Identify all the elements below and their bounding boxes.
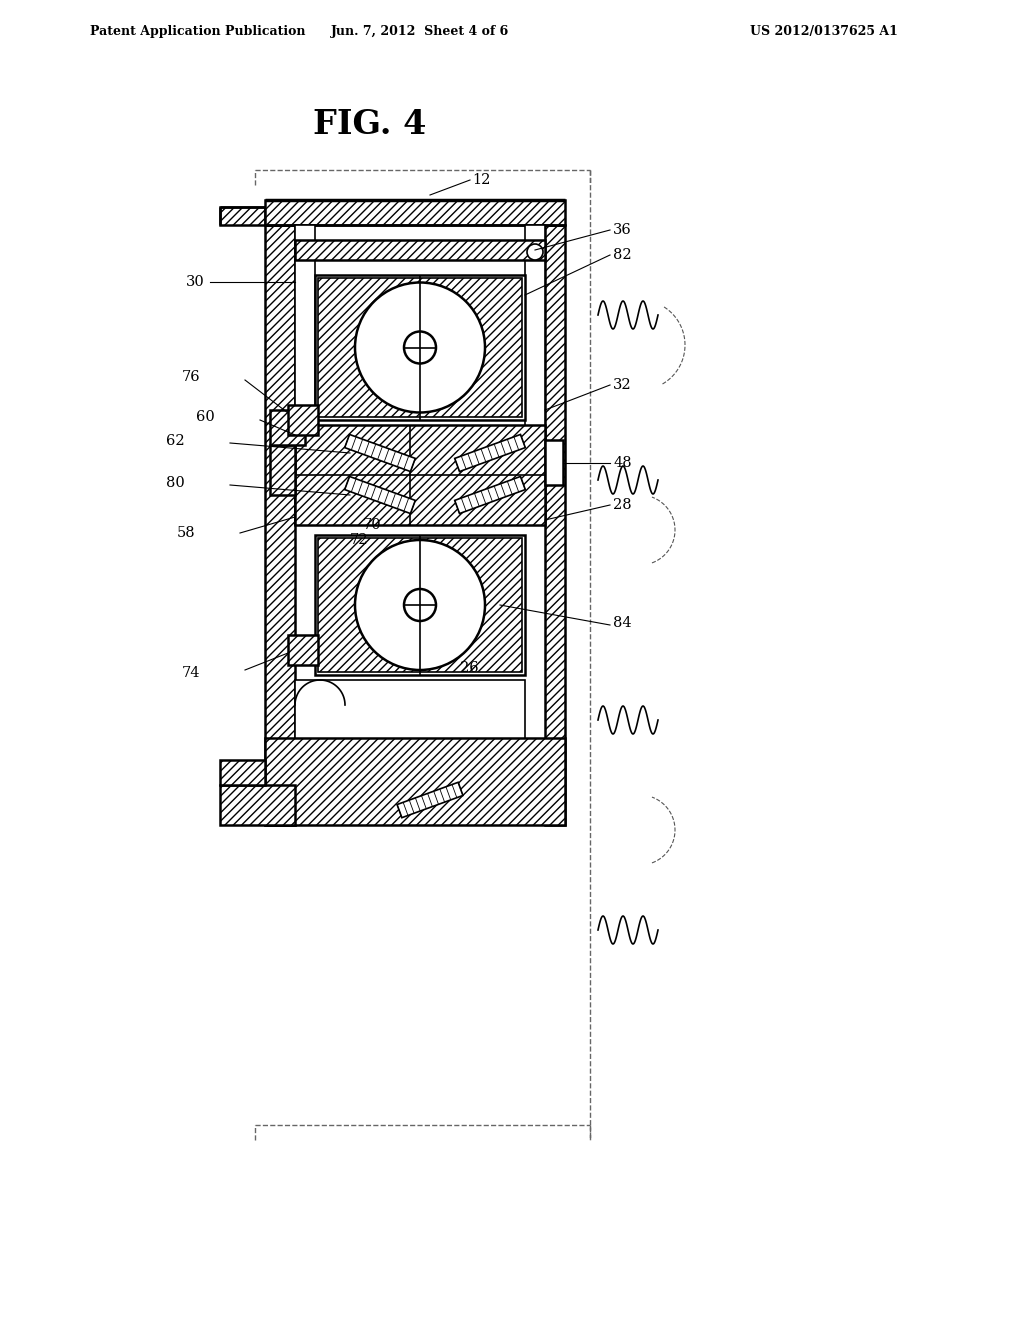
Text: Patent Application Publication: Patent Application Publication — [90, 25, 305, 38]
Text: 76: 76 — [181, 370, 200, 384]
Bar — [545, 224, 565, 825]
Text: 12: 12 — [472, 173, 490, 187]
Text: 28: 28 — [613, 498, 632, 512]
Text: 72: 72 — [350, 533, 369, 546]
Bar — [295, 680, 525, 741]
Text: 30: 30 — [186, 275, 205, 289]
Bar — [318, 279, 522, 417]
Bar — [220, 207, 265, 224]
Text: 36: 36 — [613, 223, 632, 238]
Text: 60: 60 — [197, 411, 215, 424]
Polygon shape — [455, 434, 525, 471]
Bar — [288, 635, 318, 665]
Text: 26: 26 — [460, 661, 478, 675]
Bar — [295, 240, 545, 260]
Text: 74: 74 — [181, 667, 200, 680]
Bar — [220, 760, 265, 785]
Text: US 2012/0137625 A1: US 2012/0137625 A1 — [750, 25, 898, 38]
Polygon shape — [455, 477, 525, 513]
Text: FIG. 4: FIG. 4 — [313, 108, 427, 141]
Text: 48: 48 — [613, 455, 632, 470]
Polygon shape — [397, 783, 463, 817]
Bar — [265, 224, 295, 825]
Text: Jun. 7, 2012  Sheet 4 of 6: Jun. 7, 2012 Sheet 4 of 6 — [331, 25, 509, 38]
Text: 58: 58 — [176, 525, 195, 540]
Text: 84: 84 — [613, 616, 632, 630]
Bar — [288, 405, 318, 436]
Circle shape — [404, 331, 436, 363]
Bar — [545, 440, 563, 484]
Bar — [270, 445, 295, 495]
Bar — [315, 275, 525, 420]
Text: 32: 32 — [613, 378, 632, 392]
Text: 82: 82 — [613, 248, 632, 261]
Text: 62: 62 — [166, 434, 185, 447]
Circle shape — [527, 244, 543, 260]
Bar — [270, 411, 305, 445]
Bar — [318, 539, 522, 672]
Circle shape — [355, 282, 485, 412]
Circle shape — [404, 589, 436, 620]
Bar — [265, 201, 565, 224]
Circle shape — [355, 540, 485, 671]
Text: 70: 70 — [362, 517, 382, 532]
Bar — [220, 785, 295, 825]
Bar — [295, 425, 545, 525]
Bar — [265, 738, 565, 825]
Bar — [295, 224, 315, 525]
Polygon shape — [345, 434, 416, 471]
Bar — [315, 535, 525, 675]
Text: 80: 80 — [166, 477, 185, 490]
Bar — [525, 224, 545, 525]
Polygon shape — [345, 477, 416, 513]
